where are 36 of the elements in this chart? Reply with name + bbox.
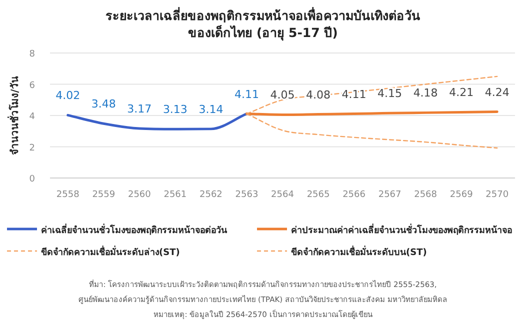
legend-label: ขีดจำกัดความเชื่อมั่นระดับบน(ST) bbox=[291, 245, 427, 258]
legend-label: ค่าเฉลี่ยจำนวนชั่วโมงของพฤติกรรมหน้าจอต่อวัน bbox=[41, 223, 228, 236]
x-tick-label: 2567 bbox=[378, 190, 402, 200]
data-label: 4.02 bbox=[56, 89, 80, 102]
x-tick-label: 2563 bbox=[235, 190, 258, 200]
x-tick-label: 2559 bbox=[92, 190, 116, 200]
x-tick-label: 2569 bbox=[450, 190, 474, 200]
data-label: 3.14 bbox=[198, 102, 224, 116]
x-tick-label: 2568 bbox=[414, 190, 438, 200]
data-label: 4.05 bbox=[270, 88, 295, 102]
data-label: 3.17 bbox=[127, 102, 152, 116]
x-tick-label: 2558 bbox=[56, 190, 80, 200]
chart-title: ระยะเวลาเฉลี่ยของพฤติกรรมหน้าจอเพื่อความบันเทิงต่อวัน ของเด็กไทย (อายุ 5-17 ปี) bbox=[106, 7, 420, 41]
x-tick-label: 2560 bbox=[128, 190, 152, 200]
x-tick-label: 2561 bbox=[164, 190, 187, 200]
x-tick-label: 2566 bbox=[342, 190, 366, 200]
data-label: 4.15 bbox=[378, 87, 402, 100]
data-label: 3.48 bbox=[91, 98, 116, 111]
legend-label: ค่าประมาณค่าค่าเฉลี่ยจำนวนชั่วโมงของพฤติกรรมหน้าจอ bbox=[291, 223, 512, 236]
data-label: 4.24 bbox=[484, 86, 510, 99]
data-label: 4.21 bbox=[449, 86, 474, 100]
x-tick-label: 2565 bbox=[306, 190, 330, 200]
x-tick-label: 2570 bbox=[486, 190, 509, 200]
data-label: 4.11 bbox=[234, 88, 259, 101]
y-tick-label: 6 bbox=[29, 80, 36, 91]
y-tick-label: 2 bbox=[29, 143, 35, 154]
x-tick-label: 2564 bbox=[271, 190, 294, 200]
y-tick-label: 8 bbox=[29, 50, 36, 60]
x-tick-label: 2562 bbox=[200, 190, 222, 200]
data-label: 4.18 bbox=[413, 86, 438, 100]
data-label: 4.11 bbox=[342, 88, 366, 101]
y-axis-title: จำนวนชั่วโมง/วัน bbox=[7, 76, 21, 155]
data-label: 3.13 bbox=[162, 103, 188, 116]
y-tick-label: 0 bbox=[29, 174, 36, 184]
y-tick-label: 4 bbox=[29, 112, 36, 122]
legend-label: ขีดจำกัดความเชื่อมั่นระดับล่าง(ST) bbox=[41, 245, 180, 258]
